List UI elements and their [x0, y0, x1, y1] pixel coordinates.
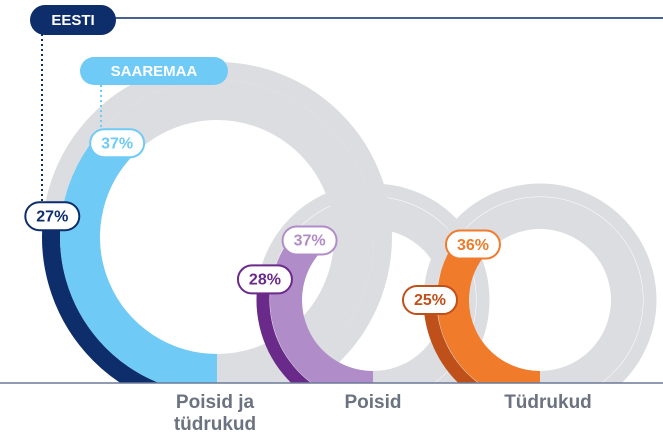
category-label: Tüdrukud	[504, 392, 592, 413]
gauge-arc	[60, 129, 218, 383]
value-pill	[281, 225, 338, 256]
legend-label: SAAREMAA	[111, 63, 198, 80]
value-pill	[444, 229, 501, 260]
category-label: Poisid	[344, 392, 402, 413]
legend-label: EESTI	[51, 12, 94, 29]
gauge-arc	[256, 278, 312, 383]
value-label: 37%	[294, 233, 326, 250]
gauge-arc	[437, 234, 541, 383]
value-pill	[24, 201, 81, 232]
value-label: 25%	[414, 292, 446, 309]
value-label: 36%	[457, 237, 489, 254]
legend-pill	[80, 57, 228, 85]
gauge-arc	[423, 299, 479, 383]
value-pill	[236, 264, 293, 295]
legend-pill	[30, 5, 116, 35]
value-pill	[89, 128, 146, 159]
category-label: Poisid ja tüdrukud	[173, 392, 257, 435]
value-pill	[402, 285, 458, 315]
value-label: 27%	[36, 208, 68, 225]
gauge-arc	[42, 215, 160, 383]
value-label: 28%	[249, 272, 281, 289]
value-label: 37%	[101, 135, 133, 152]
